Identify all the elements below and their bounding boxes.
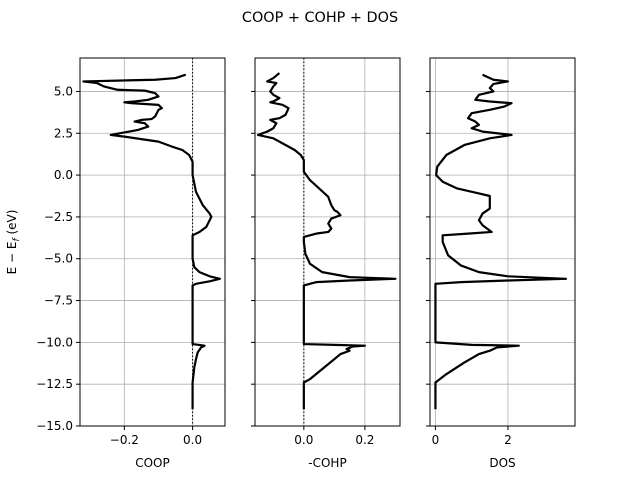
cohp-x-axis-label: -COHP [308,456,346,470]
coop-xtick-label-0: −0.2 [110,433,139,447]
coop-axes-frame [79,57,226,427]
dos-series-line [434,73,568,410]
ytick-label-5: −2.5 [44,210,73,224]
figure-title: COOP + COHP + DOS [242,10,398,26]
coop-panel: −0.2 0.0 COOP −15.0 −12.5 −10.0 −7.5 −5.0 −2.5 0.… [36,57,226,470]
ytick-label-7: 2.5 [54,126,73,140]
coop-series-line [82,73,221,410]
y-axis-label-unit: (eV) [5,210,19,239]
y-axis-label-subscript: f [12,237,22,242]
cohp-series-line [256,72,397,410]
cohp-xtick-label-1: 0.2 [355,433,374,447]
ytick-label-1: −12.5 [36,377,73,391]
dos-x-axis-label: DOS [489,456,515,470]
ytick-label-8: 5.0 [54,84,73,98]
ytick-label-2: −10.0 [36,335,73,349]
cohp-axes-frame [254,57,401,427]
ytick-label-0: −15.0 [36,419,73,433]
ytick-label-6: 0.0 [54,168,73,182]
ytick-label-3: −7.5 [44,294,73,308]
coop-x-axis-label: COOP [135,456,170,470]
ytick-label-4: −5.0 [44,252,73,266]
dos-xtick-label-1: 2 [504,433,512,447]
y-axis-label: E − Ef (eV) [5,210,22,275]
cohp-panel: 0.0 0.2 -COHP [251,57,401,470]
dos-panel: 0 2 DOS [426,57,576,470]
cohp-xtick-label-0: 0.0 [294,433,313,447]
dos-xtick-label-0: 0 [432,433,440,447]
coop-xtick-label-1: 0.0 [183,433,202,447]
dos-axes-frame [429,57,576,427]
y-axis-label-main: E − E [5,242,19,275]
